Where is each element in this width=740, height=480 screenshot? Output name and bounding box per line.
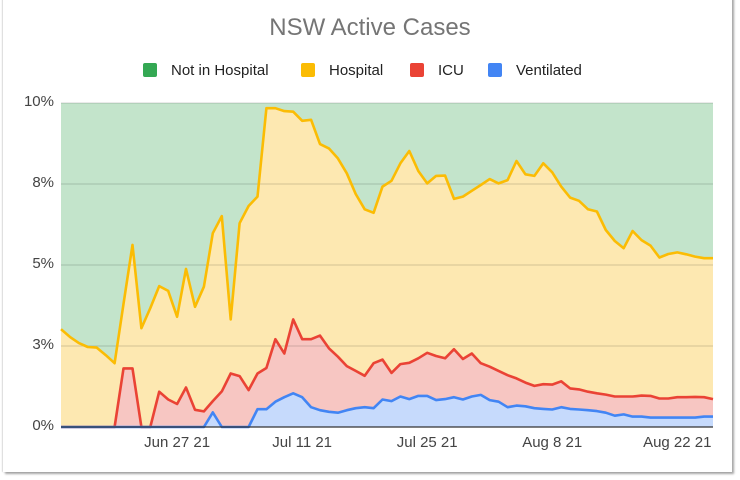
line-icu[interactable] <box>61 318 714 429</box>
x-tick-label: Jun 27 21 <box>144 434 211 451</box>
x-tick-label: Jul 25 21 <box>396 434 458 451</box>
area-ventilated <box>61 393 713 427</box>
legend-item-hospital[interactable]: Hospital <box>301 60 383 80</box>
legend-item-icu[interactable]: ICU <box>410 60 464 80</box>
legend-swatch-hospital <box>301 63 315 77</box>
legend-label: ICU <box>438 61 464 79</box>
y-tick-label: 10% <box>23 93 54 110</box>
y-tick-label: 8% <box>32 174 54 191</box>
legend-swatch-icu <box>410 63 424 77</box>
x-tick-label: Aug 8 21 <box>522 434 583 451</box>
y-tick-label: 5% <box>32 255 54 272</box>
legend-label: Hospital <box>329 61 384 79</box>
chart-title: NSW Active Cases <box>269 14 471 41</box>
legend-label: Ventilated <box>516 61 582 79</box>
legend-item-ventilated[interactable]: Ventilated <box>488 60 582 80</box>
area-hospital <box>61 108 713 427</box>
area-icu <box>61 319 713 427</box>
line-hospital[interactable] <box>60 106 713 365</box>
y-tick-label: 3% <box>32 336 54 353</box>
legend-label: Not in Hospital <box>171 61 269 79</box>
area-not-in-hospital <box>61 103 713 364</box>
legend: Not in Hospital Hospital ICU Ventilated <box>0 60 740 80</box>
legend-swatch-ventilated <box>488 63 502 77</box>
x-tick-label: Aug 22 21 <box>643 434 712 451</box>
legend-item-not-in-hospital[interactable]: Not in Hospital <box>143 60 269 80</box>
y-tick-label: 0% <box>32 417 54 434</box>
legend-swatch-not-in-hospital <box>143 63 157 77</box>
x-tick-label: Jul 11 21 <box>272 434 333 451</box>
